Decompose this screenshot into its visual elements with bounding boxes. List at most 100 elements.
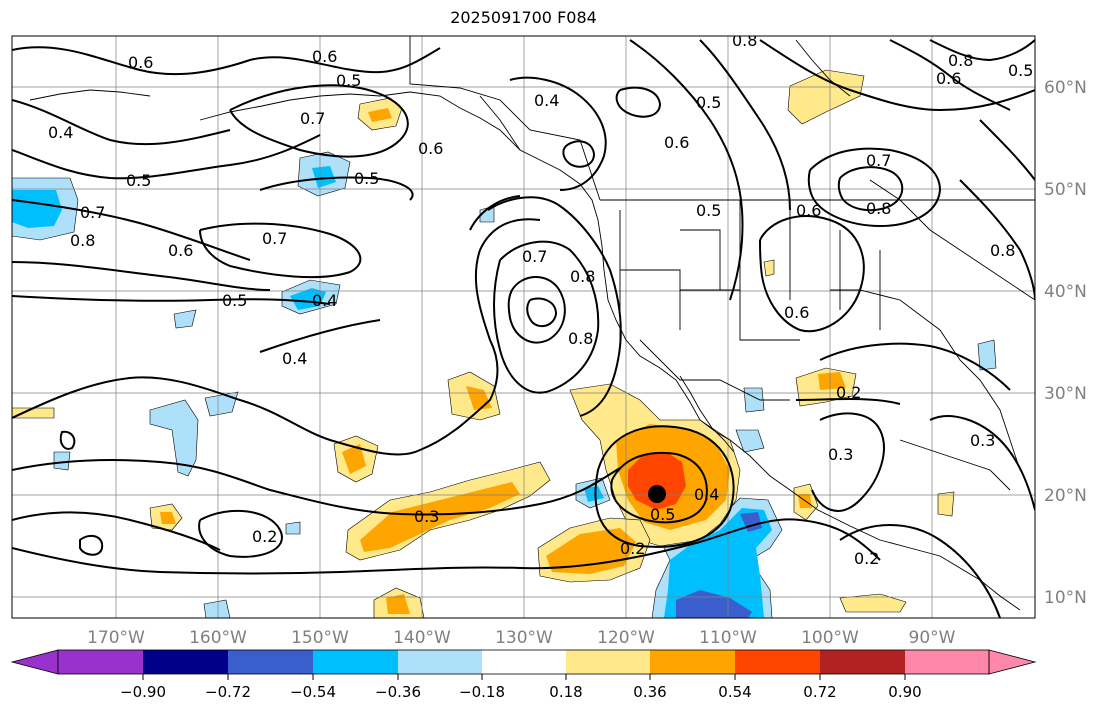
shade-pos-036: [368, 108, 392, 122]
shade-pos-018: [763, 259, 775, 277]
contour-label: 0.6: [312, 47, 337, 66]
contour-label: 0.2: [252, 527, 277, 546]
contour-label: 0.8: [990, 241, 1015, 260]
colorbar-segment: [566, 650, 650, 674]
contour-label: 0.8: [732, 31, 757, 50]
contour-label: 0.5: [336, 71, 361, 90]
contour-label: 0.6: [936, 69, 961, 88]
colorbar-tick: 0.90: [888, 683, 921, 701]
map-title: 2025091700 F084: [450, 8, 597, 27]
shade-pos-018: [839, 593, 907, 613]
contour-label: 0.7: [300, 109, 325, 128]
shade-pos-018: [937, 491, 955, 517]
longitude-label: 120°W: [597, 628, 655, 648]
longitude-label: 160°W: [189, 628, 247, 648]
colorbar-segment: [143, 650, 228, 674]
longitude-label: 100°W: [801, 628, 859, 648]
colorbar: −0.90 −0.72 −0.54 −0.36 −0.18 0.18 0.36 …: [10, 649, 1037, 701]
longitude-label: 150°W: [291, 628, 349, 648]
contour-label: 0.6: [796, 201, 821, 220]
longitude-label: 90°W: [909, 628, 956, 648]
contour-label: 0.7: [262, 229, 287, 248]
colorbar-tick: 0.54: [718, 683, 751, 701]
contour-label: 0.6: [784, 303, 809, 322]
shade-pos-036: [818, 372, 846, 390]
contour-label: 0.4: [312, 291, 337, 310]
colorbar-segment: [905, 650, 989, 674]
contour-label: 0.7: [522, 247, 547, 266]
contour-label: 0.2: [854, 549, 879, 568]
shading-layer: [12, 69, 997, 618]
shade-pos-036: [360, 482, 520, 552]
coastlines: [29, 36, 1035, 611]
contour-label: 0.5: [222, 291, 247, 310]
shade-pos-036: [386, 594, 410, 614]
contour-label: 0.8: [866, 199, 891, 218]
shade-neg-018: [285, 521, 301, 535]
contour-label: 0.8: [568, 329, 593, 348]
colorbar-extend-high: [988, 649, 1037, 675]
colorbar-segment: [58, 650, 143, 674]
colorbar-tick: 0.36: [633, 683, 666, 701]
latitude-label: 30°N: [1044, 384, 1087, 404]
contour-label: 0.5: [650, 505, 675, 524]
contour-label: 0.5: [696, 93, 721, 112]
colorbar-tick: −0.36: [375, 683, 421, 701]
colorbar-segment: [650, 650, 735, 674]
shade-pos-036: [546, 528, 636, 574]
shade-neg-036: [664, 508, 772, 618]
latitude-label: 40°N: [1044, 282, 1087, 302]
shade-neg-054: [740, 512, 762, 532]
contour-label: 0.4: [534, 91, 559, 110]
colorbar-tick: 0.18: [549, 683, 582, 701]
contour-label: 0.3: [414, 507, 439, 526]
colorbar-tick: 0.72: [803, 683, 836, 701]
colorbar-segment: [398, 650, 482, 674]
shade-pos-054: [628, 452, 686, 510]
contour-label: 0.4: [694, 485, 719, 504]
contour-label: 0.5: [354, 169, 379, 188]
colorbar-segment: [482, 650, 566, 674]
shade-pos-018: [787, 69, 865, 125]
shade-neg-036: [312, 166, 336, 188]
contour-label: 0.2: [620, 539, 645, 558]
contour-label: 0.8: [570, 267, 595, 286]
colorbar-tick: −0.72: [205, 683, 251, 701]
shade-pos-036: [160, 512, 176, 524]
contour-label: 0.4: [282, 349, 307, 368]
colorbar-tick: −0.18: [459, 683, 505, 701]
contour-label: 0.6: [168, 241, 193, 260]
colorbar-segment: [313, 650, 398, 674]
longitude-label: 140°W: [393, 628, 451, 648]
longitude-label: 130°W: [495, 628, 553, 648]
contour-label: 0.7: [866, 151, 891, 170]
latitude-axis: 60°N 50°N 40°N 30°N 20°N 10°N: [1044, 78, 1087, 608]
shade-neg-018: [203, 599, 231, 618]
colorbar-border: [57, 649, 990, 675]
colorbar-segment: [228, 650, 313, 674]
contour-labels: 0.6 0.6 0.5 0.4 0.7 0.5 0.6 0.5 0.7 0.8 …: [48, 31, 1033, 568]
contour-label: 0.3: [828, 445, 853, 464]
shade-neg-018: [977, 339, 997, 371]
longitude-label: 170°W: [87, 628, 145, 648]
contour-label: 0.6: [418, 139, 443, 158]
shade-pos-018: [12, 407, 55, 419]
colorbar-extend-low: [10, 649, 59, 675]
contour-label: 0.8: [948, 51, 973, 70]
storm-center-marker: [648, 485, 666, 503]
longitude-label: 110°W: [699, 628, 757, 648]
contour-label: 0.2: [836, 383, 861, 402]
colorbar-tick: −0.90: [120, 683, 166, 701]
contour-label: 0.3: [970, 431, 995, 450]
contour-label: 0.6: [128, 53, 153, 72]
shade-neg-036: [584, 486, 604, 502]
contour-label: 0.4: [48, 123, 73, 142]
contour-label: 0.7: [80, 203, 105, 222]
contour-lines: [12, 39, 1035, 618]
longitude-axis: 170°W 160°W 150°W 140°W 130°W 120°W 110°…: [87, 628, 956, 648]
contour-label: 0.8: [70, 231, 95, 250]
colorbar-segment: [820, 650, 905, 674]
contour-label: 0.5: [126, 171, 151, 190]
latitude-label: 60°N: [1044, 78, 1087, 98]
